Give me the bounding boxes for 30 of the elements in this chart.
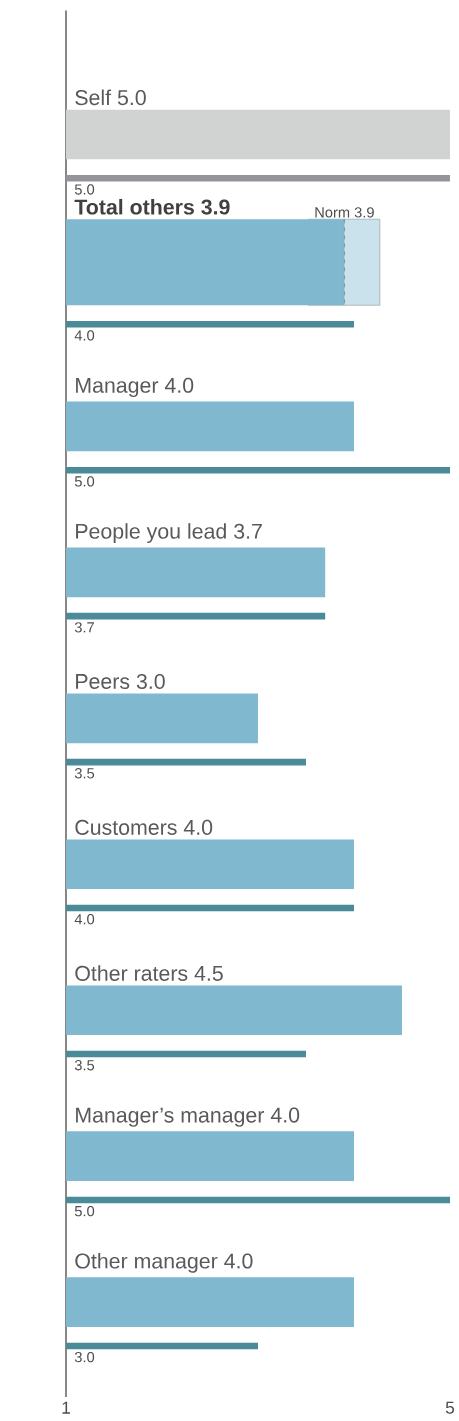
x-tick-label: 5 [445,1401,454,1414]
ref-line-label: Norm 3.9 [315,207,374,218]
data-label: 4.0 [164,377,194,393]
data-label: 5.0 [74,476,94,487]
y-tick-label: Manager’s manager [75,1107,264,1127]
y-tick-label: Peers [75,674,130,689]
data-label: 3.0 [136,673,165,689]
data-label: 3.7 [74,622,94,633]
y-tick-label: Manager [75,377,159,398]
y-tick-label: Total others [74,198,194,215]
y-tick-label: People you lead [75,523,226,544]
data-label: 3.0 [74,1351,94,1363]
data-label: 4.5 [194,966,223,981]
y-tick-label: Other manager [75,1252,218,1273]
data-label: 4.0 [224,1253,253,1269]
data-label: 4.0 [74,330,94,341]
y-tick-label: Other raters [75,965,188,981]
data-label: 3.5 [74,1060,94,1071]
y-tick-label: Self [75,89,111,106]
data-label: 4.0 [183,819,213,835]
data-label: 5.0 [74,184,94,195]
y-tick-label: Customers [75,819,177,835]
data-label: 5.0 [117,90,146,106]
data-label: 5.0 [74,1205,94,1217]
data-label: 3.5 [74,768,94,779]
data-label: 4.0 [270,1107,300,1123]
x-tick-label: 1 [62,1401,70,1414]
data-label: 3.7 [233,523,262,539]
data-label: 3.9 [201,199,230,215]
data-label: 4.0 [74,914,94,925]
